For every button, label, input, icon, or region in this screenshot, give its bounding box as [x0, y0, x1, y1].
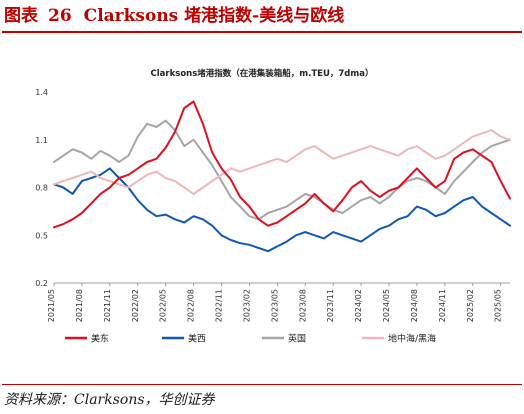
x-tick-label: 2024/02 — [354, 289, 363, 322]
x-tick-label: 2025/02 — [466, 289, 475, 322]
figure-number: 26 — [48, 6, 72, 26]
y-tick-label: 0.5 — [35, 231, 48, 240]
legend-label: 美西 — [188, 333, 206, 345]
series-line-2 — [53, 167, 511, 253]
series-line-4 — [53, 129, 511, 195]
x-tick-label: 2023/02 — [242, 289, 251, 322]
legend-label: 美东 — [91, 333, 109, 345]
y-tick-label: 0.8 — [35, 184, 48, 193]
figure-title: 图表 26 Clarksons 堵港指数-美线与欧线 — [4, 3, 520, 29]
x-tick-label: 2022/05 — [159, 289, 168, 322]
x-tick-label: 2022/08 — [187, 289, 196, 322]
figure-title-text: Clarksons 堵港指数-美线与欧线 — [83, 6, 345, 26]
y-tick-label: 1.4 — [35, 88, 48, 97]
series-line-1 — [53, 100, 511, 229]
y-axis: 0.2 0.5 0.8 1.1 1.4 — [35, 88, 48, 288]
legend-label: 地中海/黑海 — [388, 333, 436, 345]
x-axis: 2021/05 2021/08 2021/11 2022/02 2022/05 2022/… — [47, 282, 510, 322]
series-line-3 — [53, 119, 511, 221]
x-tick-label: 2023/08 — [298, 289, 307, 322]
x-tick-label: 2022/11 — [215, 289, 224, 322]
x-tick-label: 2025/05 — [494, 289, 503, 322]
x-tick-label: 2021/11 — [103, 289, 112, 322]
legend-label: 英国 — [288, 333, 306, 345]
x-tick-label: 2021/05 — [47, 289, 56, 322]
x-tick-label: 2024/08 — [410, 289, 419, 322]
x-tick-label: 2024/05 — [382, 289, 391, 322]
legend: 美东 美西 英国 地中海/黑海 — [65, 333, 436, 345]
chart-title: Clarksons堵港指数（在港集装箱船，m.TEU，7dma） — [151, 68, 374, 79]
x-tick-label: 2021/08 — [75, 289, 84, 322]
x-tick-label: 2023/05 — [270, 289, 279, 322]
figure-label: 图表 — [4, 6, 38, 26]
x-tick-label: 2024/11 — [438, 289, 447, 322]
x-tick-label: 2023/11 — [326, 289, 335, 322]
source-note: 资料来源：Clarksons，华创证券 — [4, 392, 215, 408]
line-chart: Clarksons堵港指数（在港集装箱船，m.TEU，7dma） 0.20.50… — [35, 68, 511, 345]
y-tick-label: 0.2 — [35, 279, 48, 288]
source-rule — [2, 384, 522, 385]
x-tick-label: 2022/02 — [131, 289, 140, 322]
plot-series — [53, 100, 511, 253]
title-rule — [2, 31, 522, 33]
y-tick-label: 1.1 — [35, 136, 48, 145]
